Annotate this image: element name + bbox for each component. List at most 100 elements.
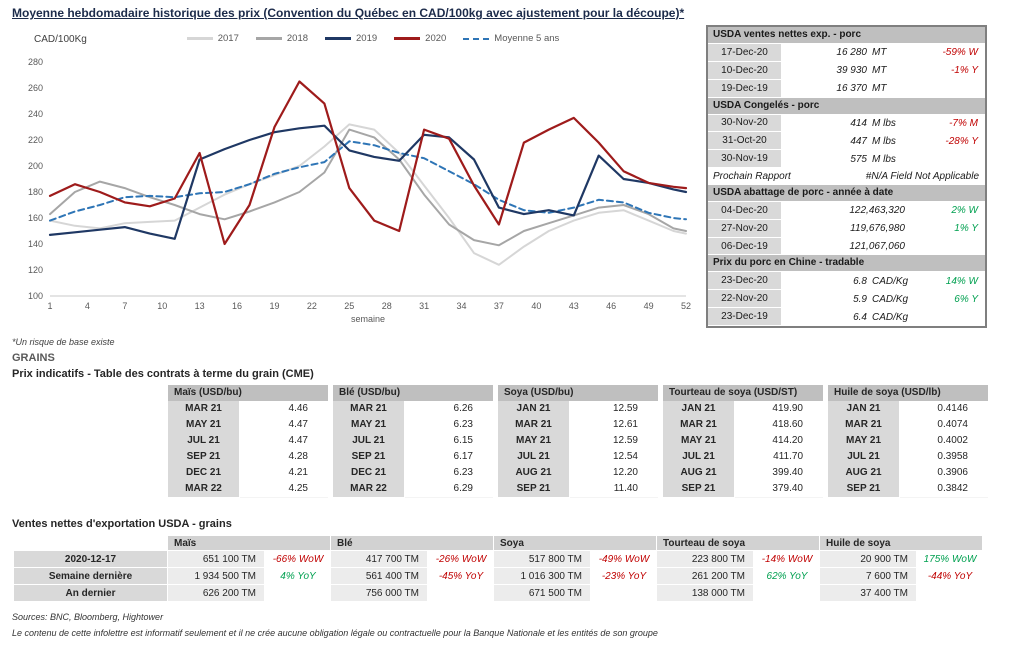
x-tick-label: 40 [531,301,541,311]
pork-row-value: 575 [850,153,867,165]
futures-contract-month: SEP 21 [168,449,240,466]
futures-contract-month: JUL 21 [168,433,240,450]
pork-row-change: 1% Y [954,223,978,235]
futures-contract-month: JAN 21 [828,401,900,418]
legend-label: 2017 [217,33,239,44]
legend-item-moyenne-5-ans: Moyenne 5 ans [463,33,559,44]
futures-contract-month: MAR 21 [333,401,405,418]
futures-contract-price: 4.25 [240,481,328,498]
exports-value-cell: 671 500 TM [494,585,591,602]
futures-contract-price: 0.4146 [900,401,988,418]
pork-row-date: 19-Dec-19 [708,79,781,98]
exports-title: Ventes nettes d'exportation USDA - grain… [12,518,232,530]
exports-commodity-header-bl-: Blé [331,536,494,551]
x-tick-label: 31 [419,301,429,311]
exports-commodity-header-ma-s: Maïs [168,536,331,551]
x-tick-label: 22 [307,301,317,311]
pork-row-value: 121,067,060 [849,241,905,253]
x-tick-label: 10 [157,301,167,311]
futures-contract-month: JUL 21 [333,433,405,450]
futures-contract-price: 6.23 [405,465,493,482]
futures-row-item: JUL 21 6.15 [333,433,493,450]
y-tick-label: 200 [28,161,43,171]
futures-contract-month: MAR 21 [498,417,570,434]
futures-row-item: MAR 21 0.4074 [828,417,988,434]
y-tick-label: 140 [28,239,43,249]
futures-table-bl-usd-bu-: Blé (USD/bu) MAR 21 6.26 MAY 21 6.23 JUL 21 6.… [333,385,493,498]
legend-label: 2018 [286,33,309,44]
futures-contract-month: MAY 21 [498,433,570,450]
exports-value-cell: 7 600 TM [820,568,917,585]
y-tick-label: 100 [28,291,43,301]
pork-row-date: 30-Nov-20 [708,114,781,133]
pork-row-unit: CAD/Kg [872,311,909,323]
futures-contract-price: 12.61 [570,417,658,434]
futures-table-huile-de-soya-usd-lb-: Huile de soya (USD/lb) JAN 21 0.4146 MAR 21… [828,385,988,498]
futures-contract-month: AUG 21 [498,465,570,482]
futures-row-item: MAR 21 418.60 [663,417,823,434]
legend-line-swatch [255,37,282,40]
pork-row-date: 31-Oct-20 [708,132,781,151]
futures-contract-price: 4.46 [240,401,328,418]
futures-contract-price: 11.40 [570,481,658,498]
futures-contract-price: 6.15 [405,433,493,450]
futures-contract-price: 0.3906 [900,465,988,482]
exports-table: Maïs Blé Soya Tourteau de soya Huile de soya… [14,536,983,602]
exports-change-cell: -14% WoW [754,551,820,568]
exports-change-cell: -45% YoY [428,568,494,585]
futures-contract-month: AUG 21 [828,465,900,482]
futures-table-name: Maïs (USD/bu) [168,385,328,401]
exports-commodity-header-soya: Soya [494,536,657,551]
pork-row-date: 17-Dec-20 [708,44,781,62]
price-chart: CAD/100Kg 2017 2018 2019 2020 Moyenne 5 ans … [8,22,704,338]
exports-grid: Maïs Blé Soya Tourteau de soya Huile de soya… [14,536,983,602]
futures-contract-month: SEP 21 [498,481,570,498]
pork-row-value: 16 280 [836,47,867,59]
pork-row-date: 22-Nov-20 [708,290,781,309]
sources-line: Sources: BNC, Bloomberg, Hightower [12,612,164,622]
pork-row-change: -1% Y [950,65,978,77]
futures-contract-month: DEC 21 [333,465,405,482]
exports-value-cell: 756 000 TM [331,585,428,602]
pork-data-row: 22-Nov-20 5.9 CAD/Kg 6% Y [708,290,985,309]
exports-corner-cell [14,536,168,551]
pork-data-row: 06-Dec-19 121,067,060 [708,237,985,256]
futures-row-item: JUL 21 0.3958 [828,449,988,466]
futures-table-name: Huile de soya (USD/lb) [828,385,988,401]
futures-contract-price: 6.17 [405,449,493,466]
pork-data-row: 10-Dec-20 39 930 MT -1% Y [708,61,985,80]
exports-value-cell: 37 400 TM [820,585,917,602]
x-tick-label: 28 [382,301,392,311]
futures-contract-price: 6.23 [405,417,493,434]
pork-row-value: 6.8 [853,275,867,287]
x-tick-label: 7 [122,301,127,311]
futures-contract-price: 12.20 [570,465,658,482]
futures-contract-month: MAY 21 [663,433,735,450]
pork-row-date: 30-Nov-19 [708,150,781,169]
legend-item-2020: 2020 [394,33,446,44]
exports-change-cell: 4% YoY [265,568,331,585]
exports-value-cell: 517 800 TM [494,551,591,568]
futures-contract-price: 12.59 [570,401,658,418]
futures-contract-month: MAR 21 [828,417,900,434]
pork-row-change: -59% W [942,47,978,59]
futures-row-item: JAN 21 12.59 [498,401,658,418]
pork-row-change: 2% W [951,205,978,217]
futures-contract-month: MAR 21 [168,401,240,418]
x-tick-label: 34 [457,301,467,311]
pork-row-value: 39 930 [836,65,867,77]
exports-change-cell: 62% YoY [754,568,820,585]
exports-change-cell [754,585,820,602]
futures-row-item: MAY 21 4.47 [168,417,328,434]
next-report-label: Prochain Rapport [713,170,791,182]
futures-contract-price: 0.4074 [900,417,988,434]
pork-row-date: 23-Dec-19 [708,308,781,326]
x-tick-label: 46 [606,301,616,311]
y-tick-label: 260 [28,83,43,93]
futures-contract-month: AUG 21 [663,465,735,482]
x-tick-label: 52 [681,301,691,311]
exports-change-cell: -26% WoW [428,551,494,568]
pork-row-change: -7% M [949,117,978,129]
futures-contract-price: 6.26 [405,401,493,418]
